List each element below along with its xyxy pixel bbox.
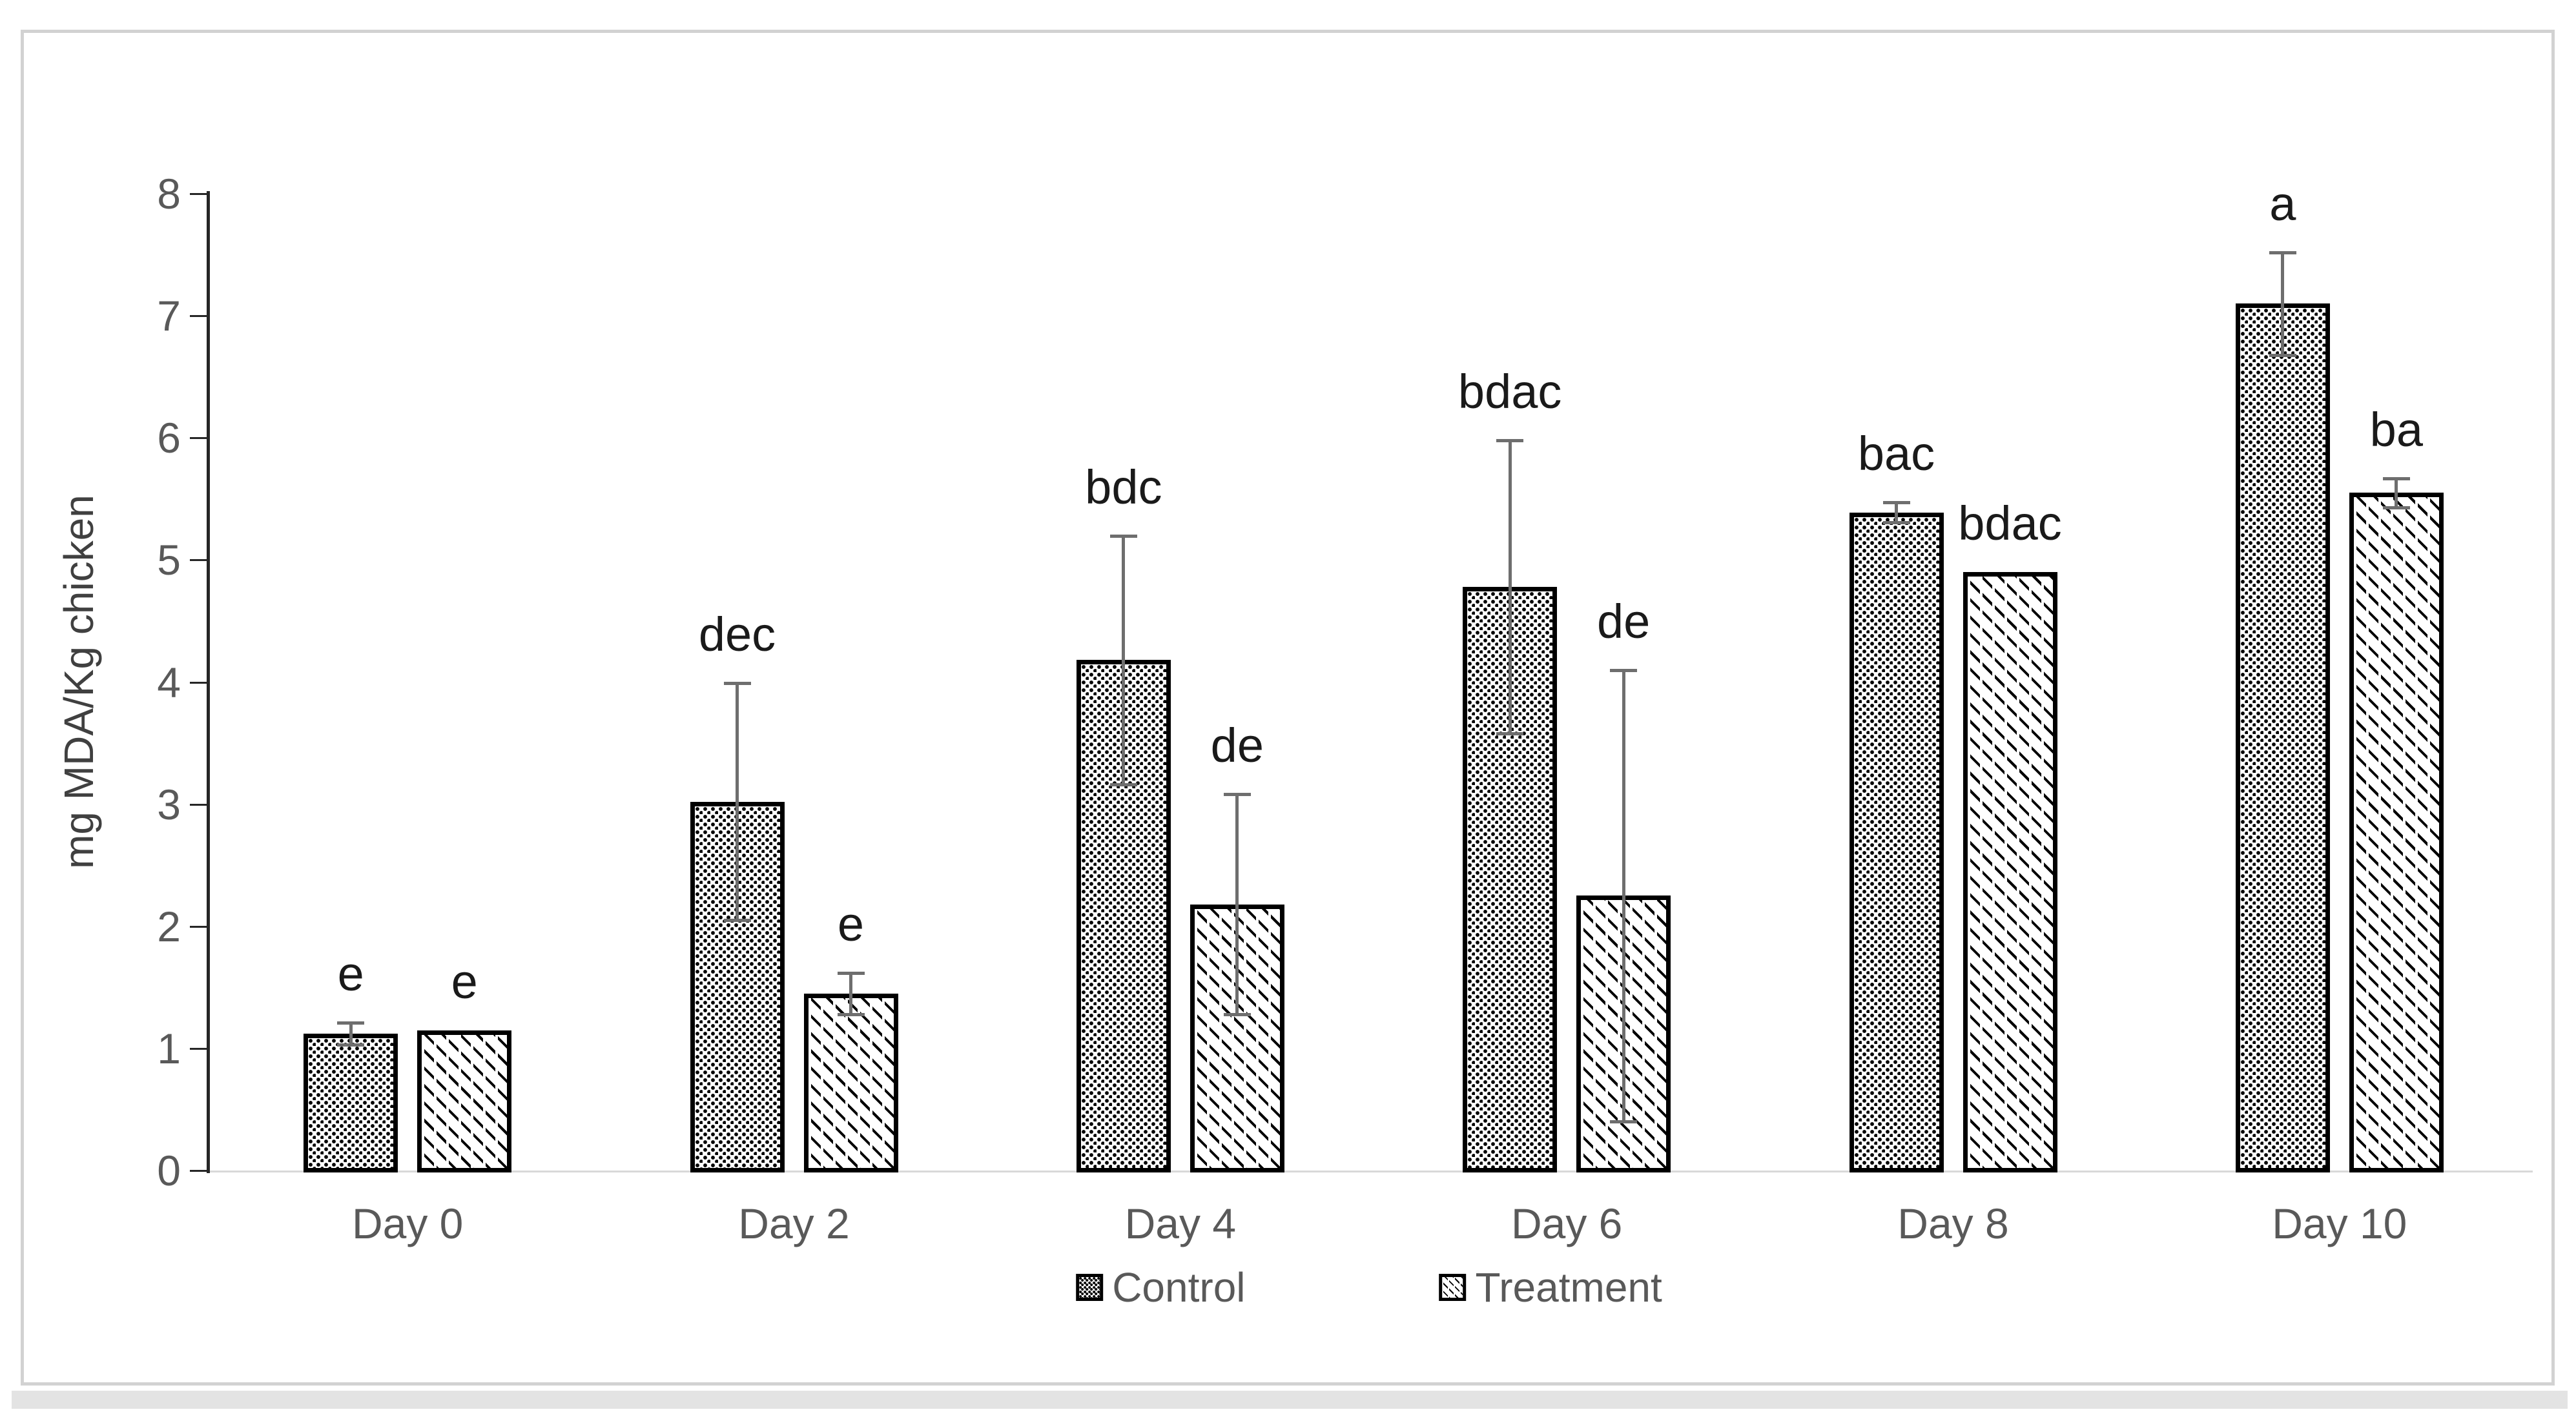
- bar-treatment-day-8: [1963, 572, 2057, 1172]
- y-axis-line: [207, 191, 210, 1173]
- bar-control-day-0: [304, 1034, 398, 1172]
- bar-control-day-8: [1849, 512, 1944, 1172]
- x-axis-baseline: [207, 1171, 2533, 1172]
- legend-label: Control: [1112, 1264, 1246, 1311]
- y-tick-mark: [190, 437, 207, 440]
- y-tick-mark: [190, 1170, 207, 1172]
- y-tick-label: 4: [157, 658, 181, 706]
- error-bar-cap-bottom: [1610, 1120, 1638, 1124]
- bar-treatment-day-0: [417, 1030, 512, 1172]
- error-bar-cap-bottom: [1496, 732, 1524, 735]
- error-bar-cap-top: [2269, 251, 2296, 254]
- error-bar-cap-top: [1882, 501, 1910, 505]
- legend-label: Treatment: [1475, 1264, 1662, 1311]
- x-category-label: Day 10: [2272, 1200, 2407, 1247]
- error-bar-cap-bottom: [1882, 520, 1910, 524]
- y-tick-label: 3: [157, 780, 181, 828]
- legend-swatch-control-pattern-icon: [1076, 1274, 1104, 1301]
- error-bar-line: [849, 972, 852, 1014]
- error-bar-cap-top: [837, 971, 865, 975]
- error-bar-cap-bottom: [337, 1043, 365, 1047]
- error-bar-line: [2395, 478, 2398, 508]
- x-category-label: Day 4: [1124, 1200, 1237, 1247]
- significance-letter: bac: [1857, 427, 1935, 481]
- error-bar-line: [1508, 440, 1512, 733]
- x-category-label: Day 2: [738, 1200, 850, 1247]
- significance-letter: ba: [2369, 402, 2423, 456]
- bar-treatment-day-2: [803, 993, 898, 1172]
- y-tick-mark: [190, 315, 207, 318]
- significance-letter: e: [837, 897, 865, 951]
- significance-letter: e: [451, 954, 478, 1008]
- error-bar-line: [1235, 794, 1239, 1014]
- x-category-label: Day 0: [351, 1200, 464, 1247]
- significance-letter: bdac: [1958, 496, 2062, 551]
- y-tick-mark: [190, 193, 207, 195]
- error-bar-cap-bottom: [723, 919, 751, 923]
- horizontal-scrollbar[interactable]: [12, 1391, 2568, 1409]
- error-bar-cap-bottom: [837, 1012, 865, 1016]
- y-tick-label: 0: [157, 1147, 181, 1194]
- significance-letter: dec: [698, 608, 776, 662]
- error-bar-cap-bottom: [2269, 353, 2296, 357]
- significance-letter: de: [1597, 594, 1651, 648]
- error-bar-cap-bottom: [2382, 506, 2410, 510]
- y-tick-label: 7: [157, 292, 181, 340]
- error-bar-cap-top: [723, 682, 751, 686]
- y-tick-label: 6: [157, 414, 181, 462]
- error-bar-cap-top: [1496, 439, 1524, 443]
- error-bar-cap-top: [1223, 793, 1251, 797]
- legend-swatch-treatment-pattern-icon: [1439, 1274, 1467, 1301]
- error-bar-line: [1622, 670, 1625, 1122]
- y-axis-title: mg MDA/Kg chicken: [56, 495, 102, 869]
- significance-letter: a: [2269, 176, 2296, 230]
- error-bar-line: [349, 1023, 353, 1045]
- x-category-label: Day 6: [1510, 1200, 1623, 1247]
- error-bar-line: [1122, 535, 1126, 785]
- legend-item-control: Control: [1076, 1264, 1246, 1311]
- error-bar-line: [736, 683, 739, 921]
- significance-letter: bdac: [1458, 365, 1562, 419]
- y-tick-mark: [190, 803, 207, 806]
- y-tick-mark: [190, 1047, 207, 1050]
- bar-treatment-day-10: [2349, 493, 2444, 1172]
- legend-item-treatment: Treatment: [1439, 1267, 1662, 1308]
- y-tick-mark: [190, 681, 207, 684]
- error-bar-line: [2281, 252, 2285, 355]
- bar-control-day-10: [2235, 303, 2330, 1172]
- significance-letter: de: [1210, 719, 1264, 773]
- y-tick-label: 2: [157, 902, 181, 950]
- y-tick-mark: [190, 925, 207, 928]
- x-category-label: Day 8: [1897, 1200, 2009, 1247]
- chart-frame: [21, 30, 2555, 1386]
- error-bar-cap-top: [1109, 534, 1137, 538]
- error-bar-cap-top: [1610, 668, 1638, 672]
- error-bar-cap-bottom: [1223, 1012, 1251, 1016]
- error-bar-cap-bottom: [1109, 783, 1137, 787]
- y-tick-label: 8: [157, 170, 181, 218]
- y-tick-mark: [190, 559, 207, 562]
- legend: Control Treatment: [1076, 1267, 1662, 1308]
- error-bar-cap-top: [337, 1021, 365, 1025]
- significance-letter: e: [337, 947, 364, 1001]
- error-bar-cap-top: [2382, 476, 2410, 480]
- y-tick-label: 5: [157, 536, 181, 584]
- significance-letter: bdc: [1085, 460, 1162, 514]
- error-bar-line: [1895, 502, 1898, 522]
- y-tick-label: 1: [157, 1024, 181, 1072]
